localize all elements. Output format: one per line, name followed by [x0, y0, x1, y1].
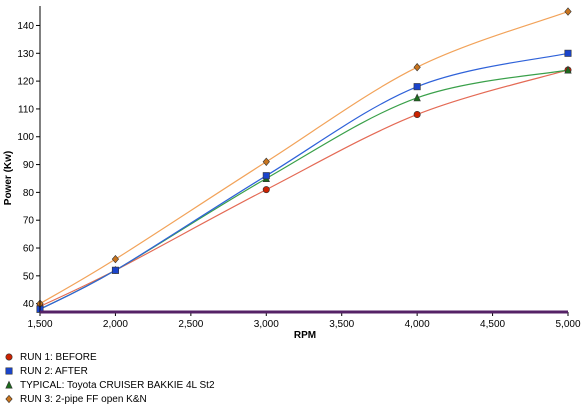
- y-tick-label: 50: [23, 271, 35, 282]
- y-tick-label: 80: [23, 188, 35, 199]
- y-tick-label: 110: [18, 104, 34, 115]
- legend-entry: RUN 3: 2-pipe FF open K&N: [4, 392, 215, 406]
- x-tick-label: 5,000: [555, 319, 580, 330]
- y-tick-label: 60: [23, 244, 35, 255]
- data-point-series-2: [564, 49, 572, 57]
- data-point-series-4: [564, 7, 572, 16]
- legend-marker-circle-icon: [5, 353, 13, 361]
- data-point-series-3: [564, 65, 572, 74]
- x-tick-label: 4,500: [480, 319, 505, 330]
- x-axis-ticks: 1,500 2,000 2,500 3,000 3,500 4,000 4,500 5,000: [27, 312, 581, 330]
- series-markers: [36, 7, 572, 313]
- data-point-series-1: [413, 110, 421, 118]
- y-axis-label: Power (Kw): [3, 151, 14, 205]
- x-tick-label: 1,500: [27, 319, 52, 330]
- legend-marker-diamond-icon: [5, 394, 13, 404]
- legend: RUN 1: BEFORE RUN 2: AFTER TYPICAL: Toyota…: [4, 350, 215, 406]
- series-line-4: [39, 11, 569, 305]
- data-point-series-2: [111, 266, 119, 274]
- x-tick-label: 4,000: [405, 319, 430, 330]
- data-point-series-3: [413, 93, 421, 102]
- data-point-series-4: [413, 63, 421, 72]
- y-tick-label: 100: [17, 132, 34, 143]
- x-axis-label: RPM: [294, 330, 316, 341]
- series-line-1: [39, 69, 569, 307]
- y-tick-label: 120: [17, 77, 34, 88]
- series-lines: [39, 11, 569, 310]
- legend-marker-square-icon: [5, 367, 13, 375]
- y-tick-label: 90: [23, 160, 35, 171]
- series-line-3: [39, 69, 569, 310]
- data-point-series-2: [262, 172, 270, 180]
- legend-entry: RUN 1: BEFORE: [4, 350, 215, 364]
- x-tick-label: 2,000: [103, 319, 128, 330]
- data-point-series-4: [111, 254, 120, 264]
- power-chart: 40 50 60 70 80 90 100 110 120 130 140 1,500 2,000 2,…: [3, 6, 581, 341]
- data-point-series-4: [262, 157, 270, 166]
- data-point-series-2: [413, 83, 421, 91]
- legend-entry: TYPICAL: Toyota CRUISER BAKKIE 4L St2: [4, 378, 215, 392]
- legend-marker-triangle-icon: [5, 380, 13, 389]
- legend-marker: [5, 353, 13, 361]
- y-tick-label: 70: [23, 216, 35, 227]
- legend-label: TYPICAL: Toyota CRUISER BAKKIE 4L St2: [20, 379, 215, 391]
- legend-entry: RUN 2: AFTER: [4, 364, 215, 378]
- legend-marker: [5, 394, 13, 404]
- y-tick-label: 130: [17, 49, 34, 60]
- legend-label: RUN 2: AFTER: [20, 365, 88, 377]
- x-tick-label: 2,500: [178, 319, 203, 330]
- y-tick-label: 40: [23, 299, 35, 310]
- x-tick-label: 3,500: [329, 319, 354, 330]
- legend-marker: [5, 367, 13, 375]
- data-point-series-1: [262, 186, 270, 194]
- y-axis-ticks: 40 50 60 70 80 90 100 110 120 130 140: [17, 21, 40, 310]
- legend-label: RUN 3: 2-pipe FF open K&N: [20, 393, 147, 405]
- y-tick-label: 140: [17, 21, 34, 32]
- legend-label: RUN 1: BEFORE: [20, 351, 97, 363]
- x-tick-label: 3,000: [254, 319, 279, 330]
- legend-marker: [5, 380, 13, 389]
- series-line-2: [39, 52, 569, 310]
